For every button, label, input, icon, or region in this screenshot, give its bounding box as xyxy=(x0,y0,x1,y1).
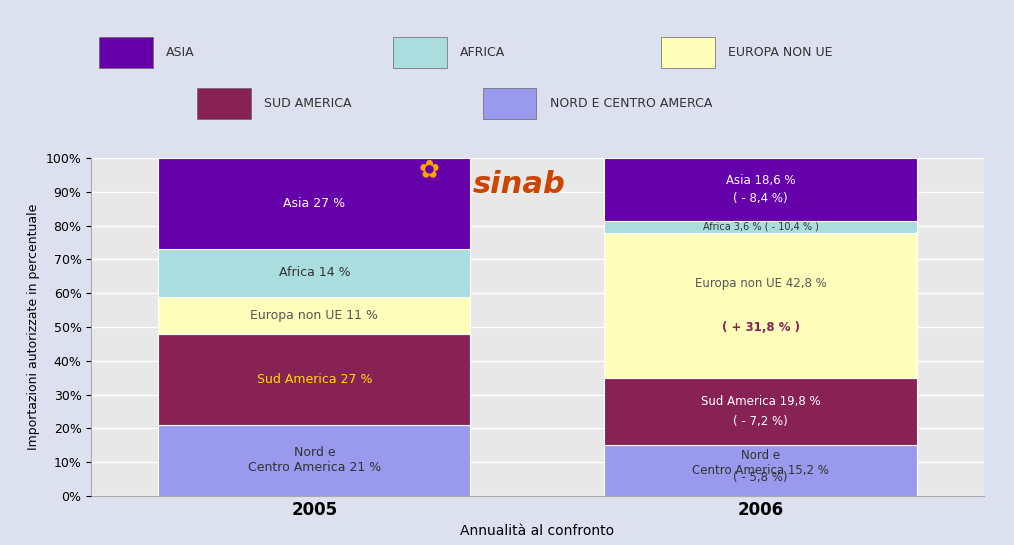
FancyBboxPatch shape xyxy=(483,88,536,119)
FancyBboxPatch shape xyxy=(393,37,447,68)
Y-axis label: Importazioni autorizzate in percentuale: Importazioni autorizzate in percentuale xyxy=(27,204,41,450)
FancyBboxPatch shape xyxy=(99,37,152,68)
Text: Asia 18,6 %: Asia 18,6 % xyxy=(726,173,795,186)
Bar xyxy=(604,221,917,233)
Bar xyxy=(158,296,470,334)
FancyBboxPatch shape xyxy=(197,88,250,119)
Text: EUROPA NON UE: EUROPA NON UE xyxy=(728,46,832,59)
Text: ( - 5,8 %): ( - 5,8 %) xyxy=(733,471,788,485)
Text: ( + 31,8 % ): ( + 31,8 % ) xyxy=(722,320,799,334)
Bar xyxy=(604,378,917,445)
Text: Sud America 27 %: Sud America 27 % xyxy=(257,373,372,386)
Text: AFRICA: AFRICA xyxy=(460,46,506,59)
FancyBboxPatch shape xyxy=(661,37,715,68)
X-axis label: Annualità al confronto: Annualità al confronto xyxy=(460,524,614,538)
Text: ASIA: ASIA xyxy=(166,46,195,59)
Text: Asia 27 %: Asia 27 % xyxy=(283,197,346,210)
Text: Sud America 19,8 %: Sud America 19,8 % xyxy=(701,395,820,408)
Text: Europa non UE 42,8 %: Europa non UE 42,8 % xyxy=(695,277,826,290)
Text: Europa non UE 11 %: Europa non UE 11 % xyxy=(250,308,378,322)
Bar xyxy=(158,334,470,425)
Text: ✿: ✿ xyxy=(419,158,440,182)
Text: Africa 3,6 % ( - 10,4 % ): Africa 3,6 % ( - 10,4 % ) xyxy=(703,222,818,232)
Text: NORD E CENTRO AMERCA: NORD E CENTRO AMERCA xyxy=(550,97,712,110)
Bar xyxy=(158,249,470,296)
Text: Nord e
Centro America 15,2 %: Nord e Centro America 15,2 % xyxy=(693,449,828,476)
Bar xyxy=(604,445,917,496)
Text: ( - 7,2 %): ( - 7,2 %) xyxy=(733,415,788,428)
Bar xyxy=(604,233,917,378)
Bar xyxy=(158,158,470,249)
Bar xyxy=(158,425,470,496)
Text: sinab: sinab xyxy=(473,170,566,199)
Text: Nord e
Centro America 21 %: Nord e Centro America 21 % xyxy=(247,446,381,475)
Text: ( - 8,4 %): ( - 8,4 %) xyxy=(733,192,788,205)
Bar xyxy=(604,158,917,221)
Text: Africa 14 %: Africa 14 % xyxy=(279,267,350,280)
Text: SUD AMERICA: SUD AMERICA xyxy=(264,97,352,110)
